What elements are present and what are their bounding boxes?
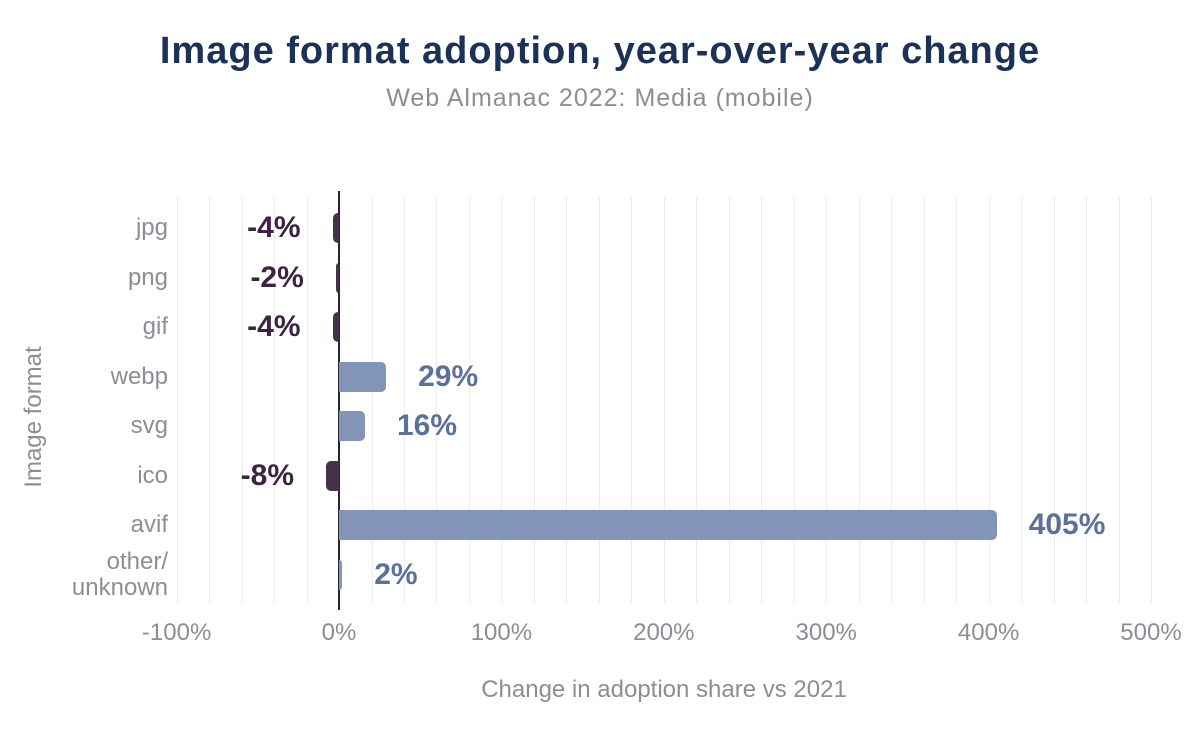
gridline bbox=[1151, 197, 1152, 603]
value-label: -8% bbox=[240, 458, 294, 492]
bar-png bbox=[335, 262, 339, 293]
gridline bbox=[404, 197, 405, 603]
x-tick-label: 200% bbox=[633, 619, 695, 646]
gridline bbox=[988, 197, 990, 603]
gridline bbox=[598, 197, 600, 603]
bar-jpg bbox=[332, 213, 339, 243]
value-label: 2% bbox=[374, 557, 418, 591]
gridline bbox=[436, 197, 438, 603]
category-label: webp bbox=[110, 362, 168, 390]
gridline bbox=[306, 197, 308, 603]
gridline bbox=[923, 197, 925, 603]
x-tick-label: 0% bbox=[321, 619, 357, 646]
chart-subtitle: Web Almanac 2022: Media (mobile) bbox=[386, 84, 814, 112]
x-tick-label: 500% bbox=[1120, 619, 1182, 646]
x-tick-label: 400% bbox=[957, 619, 1020, 646]
gridline bbox=[501, 197, 503, 603]
zero-axis-line bbox=[338, 191, 340, 610]
gridline bbox=[176, 197, 178, 603]
gridline bbox=[696, 197, 698, 603]
bar-avif bbox=[339, 510, 997, 541]
gridline bbox=[631, 197, 633, 603]
category-label: png bbox=[127, 263, 168, 291]
x-tick-label: 100% bbox=[470, 619, 533, 646]
x-tick-label: 300% bbox=[795, 619, 857, 646]
gridline bbox=[209, 197, 211, 603]
gridline bbox=[371, 197, 373, 603]
x-axis-title: Change in adoption share vs 2021 bbox=[481, 676, 847, 703]
y-axis-title: Image format bbox=[20, 346, 47, 488]
category-label: avif bbox=[130, 511, 168, 539]
gridline bbox=[858, 197, 860, 603]
gridline bbox=[274, 197, 275, 603]
category-label: other/ unknown bbox=[71, 547, 168, 601]
value-label: 16% bbox=[397, 409, 458, 443]
gridline bbox=[728, 197, 730, 603]
value-label: 405% bbox=[1028, 508, 1106, 542]
gridline bbox=[533, 197, 535, 603]
category-label: svg bbox=[130, 412, 168, 440]
gridline bbox=[826, 197, 828, 603]
gridline bbox=[1118, 197, 1120, 603]
x-tick-label: -100% bbox=[141, 619, 212, 646]
gridline bbox=[241, 197, 243, 603]
value-label: -2% bbox=[250, 260, 304, 294]
gridline bbox=[1021, 197, 1023, 603]
gridline bbox=[1053, 197, 1055, 603]
gridline bbox=[761, 197, 763, 603]
value-label: -4% bbox=[247, 310, 301, 344]
gridline bbox=[566, 197, 568, 603]
bar-other-unknown bbox=[339, 559, 343, 590]
chart-title: Image format adoption, year-over-year ch… bbox=[159, 30, 1041, 72]
bar-svg bbox=[339, 411, 365, 442]
value-label: -4% bbox=[247, 211, 301, 244]
category-label: ico bbox=[137, 461, 168, 489]
value-label: 29% bbox=[418, 359, 479, 393]
gridline bbox=[1086, 197, 1087, 603]
bar-webp bbox=[339, 361, 387, 392]
category-label: gif bbox=[142, 313, 168, 341]
bar-ico bbox=[326, 460, 339, 491]
gridline bbox=[468, 197, 470, 603]
gridline bbox=[663, 197, 665, 603]
gridline bbox=[891, 197, 893, 603]
category-label: jpg bbox=[135, 214, 168, 241]
gridline bbox=[793, 197, 795, 603]
gridline bbox=[956, 197, 958, 603]
bar-gif bbox=[332, 312, 339, 343]
